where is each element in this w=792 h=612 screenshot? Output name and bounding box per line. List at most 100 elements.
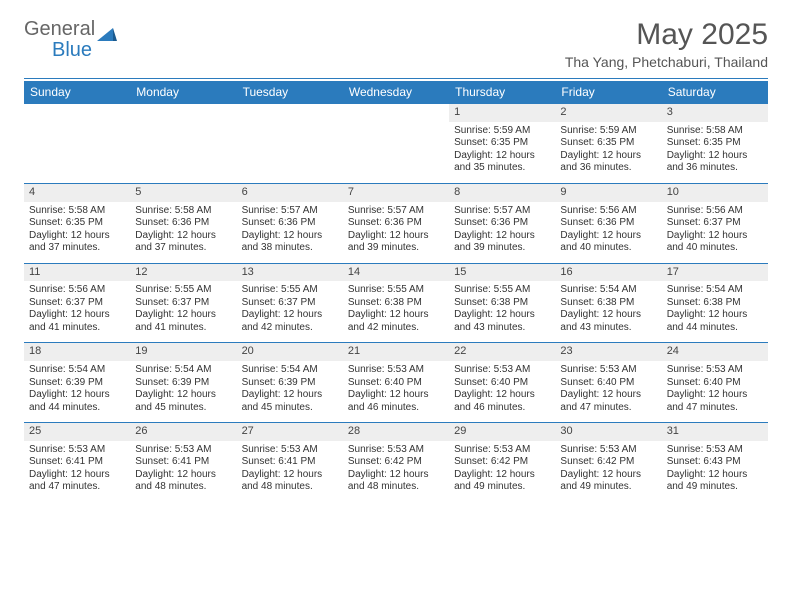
sunset-line: Sunset: 6:37 PM (135, 297, 231, 310)
day-body: Sunrise: 5:57 AMSunset: 6:36 PMDaylight:… (237, 202, 343, 263)
sunset-value: 6:39 PM (172, 377, 209, 388)
sunset-line: Sunset: 6:42 PM (348, 456, 444, 469)
sunset-value: 6:36 PM (172, 217, 209, 228)
sunrise-line: Sunrise: 5:55 AM (135, 284, 231, 297)
daylight-label: Daylight: (454, 309, 496, 320)
daylight-line: Daylight: 12 hours and 43 minutes. (454, 309, 550, 334)
daylight-label: Daylight: (29, 389, 71, 400)
day-number: 31 (662, 423, 768, 441)
sunrise-line: Sunrise: 5:53 AM (560, 444, 656, 457)
day-number: 17 (662, 264, 768, 282)
calendar-cell: 2Sunrise: 5:59 AMSunset: 6:35 PMDaylight… (555, 104, 661, 184)
sunrise-label: Sunrise: (348, 205, 387, 216)
sunrise-label: Sunrise: (348, 284, 387, 295)
logo-triangle-icon (97, 25, 117, 41)
daylight-label: Daylight: (135, 309, 177, 320)
day-number: 1 (449, 104, 555, 122)
calendar-cell: 3Sunrise: 5:58 AMSunset: 6:35 PMDaylight… (662, 104, 768, 184)
sunrise-value: 5:53 AM (387, 364, 424, 375)
sunrise-line: Sunrise: 5:56 AM (560, 205, 656, 218)
daylight-label: Daylight: (348, 469, 390, 480)
sunset-label: Sunset: (135, 377, 172, 388)
daylight-line: Daylight: 12 hours and 44 minutes. (667, 309, 763, 334)
sunrise-line: Sunrise: 5:56 AM (667, 205, 763, 218)
sunrise-label: Sunrise: (242, 205, 281, 216)
day-header: Saturday (662, 81, 768, 104)
daylight-line: Daylight: 12 hours and 44 minutes. (29, 389, 125, 414)
sunrise-line: Sunrise: 5:53 AM (242, 444, 338, 457)
calendar-cell: 16Sunrise: 5:54 AMSunset: 6:38 PMDayligh… (555, 263, 661, 343)
location-subtitle: Tha Yang, Phetchaburi, Thailand (565, 54, 768, 70)
daylight-line: Daylight: 12 hours and 39 minutes. (348, 230, 444, 255)
sunset-label: Sunset: (454, 137, 491, 148)
sunrise-value: 5:56 AM (68, 284, 105, 295)
calendar-cell: 18Sunrise: 5:54 AMSunset: 6:39 PMDayligh… (24, 343, 130, 423)
sunrise-line: Sunrise: 5:54 AM (667, 284, 763, 297)
sunset-line: Sunset: 6:39 PM (29, 377, 125, 390)
sunrise-label: Sunrise: (667, 444, 706, 455)
sunset-label: Sunset: (135, 456, 172, 467)
day-number: 8 (449, 184, 555, 202)
sunrise-label: Sunrise: (454, 444, 493, 455)
day-body: Sunrise: 5:57 AMSunset: 6:36 PMDaylight:… (343, 202, 449, 263)
sunrise-line: Sunrise: 5:53 AM (667, 364, 763, 377)
sunrise-value: 5:53 AM (494, 364, 531, 375)
sunrise-value: 5:55 AM (281, 284, 318, 295)
day-number: 4 (24, 184, 130, 202)
day-number: 29 (449, 423, 555, 441)
day-header: Tuesday (237, 81, 343, 104)
sunrise-line: Sunrise: 5:53 AM (348, 364, 444, 377)
calendar-cell: 31Sunrise: 5:53 AMSunset: 6:43 PMDayligh… (662, 423, 768, 502)
day-number: 24 (662, 343, 768, 361)
day-number: 9 (555, 184, 661, 202)
daylight-line: Daylight: 12 hours and 35 minutes. (454, 150, 550, 175)
calendar-cell: 13Sunrise: 5:55 AMSunset: 6:37 PMDayligh… (237, 263, 343, 343)
day-body: Sunrise: 5:53 AMSunset: 6:42 PMDaylight:… (555, 441, 661, 502)
daylight-line: Daylight: 12 hours and 37 minutes. (135, 230, 231, 255)
calendar-cell: 27Sunrise: 5:53 AMSunset: 6:41 PMDayligh… (237, 423, 343, 502)
calendar-cell: 11Sunrise: 5:56 AMSunset: 6:37 PMDayligh… (24, 263, 130, 343)
daylight-label: Daylight: (29, 309, 71, 320)
day-body: Sunrise: 5:58 AMSunset: 6:36 PMDaylight:… (130, 202, 236, 263)
sunset-label: Sunset: (667, 297, 704, 308)
sunset-value: 6:35 PM (597, 137, 634, 148)
title-block: May 2025 Tha Yang, Phetchaburi, Thailand (565, 18, 768, 70)
sunrise-line: Sunrise: 5:55 AM (454, 284, 550, 297)
sunrise-value: 5:56 AM (706, 205, 743, 216)
sunrise-label: Sunrise: (242, 444, 281, 455)
sunset-value: 6:40 PM (703, 377, 740, 388)
header-divider (24, 78, 768, 79)
sunrise-label: Sunrise: (560, 125, 599, 136)
sunrise-value: 5:53 AM (281, 444, 318, 455)
sunrise-line: Sunrise: 5:53 AM (29, 444, 125, 457)
daylight-label: Daylight: (454, 389, 496, 400)
sunrise-value: 5:57 AM (387, 205, 424, 216)
daylight-label: Daylight: (242, 230, 284, 241)
sunset-label: Sunset: (348, 217, 385, 228)
sunset-value: 6:37 PM (278, 297, 315, 308)
sunset-label: Sunset: (454, 217, 491, 228)
sunset-line: Sunset: 6:41 PM (242, 456, 338, 469)
day-body: Sunrise: 5:54 AMSunset: 6:39 PMDaylight:… (237, 361, 343, 422)
calendar-cell: 7Sunrise: 5:57 AMSunset: 6:36 PMDaylight… (343, 183, 449, 263)
sunrise-value: 5:54 AM (600, 284, 637, 295)
sunrise-label: Sunrise: (135, 364, 174, 375)
sunrise-line: Sunrise: 5:58 AM (135, 205, 231, 218)
sunset-line: Sunset: 6:41 PM (29, 456, 125, 469)
calendar-week-row: 1Sunrise: 5:59 AMSunset: 6:35 PMDaylight… (24, 104, 768, 184)
calendar-cell: 9Sunrise: 5:56 AMSunset: 6:36 PMDaylight… (555, 183, 661, 263)
day-number: 7 (343, 184, 449, 202)
sunset-value: 6:40 PM (597, 377, 634, 388)
sunrise-value: 5:55 AM (494, 284, 531, 295)
sunset-value: 6:35 PM (703, 137, 740, 148)
day-body: Sunrise: 5:55 AMSunset: 6:37 PMDaylight:… (237, 281, 343, 342)
sunrise-label: Sunrise: (135, 284, 174, 295)
day-body: Sunrise: 5:53 AMSunset: 6:41 PMDaylight:… (237, 441, 343, 502)
sunset-line: Sunset: 6:35 PM (667, 137, 763, 150)
sunrise-label: Sunrise: (560, 444, 599, 455)
sunset-value: 6:37 PM (172, 297, 209, 308)
sunset-line: Sunset: 6:40 PM (348, 377, 444, 390)
day-body: Sunrise: 5:56 AMSunset: 6:37 PMDaylight:… (24, 281, 130, 342)
day-number: 22 (449, 343, 555, 361)
sunset-line: Sunset: 6:36 PM (560, 217, 656, 230)
